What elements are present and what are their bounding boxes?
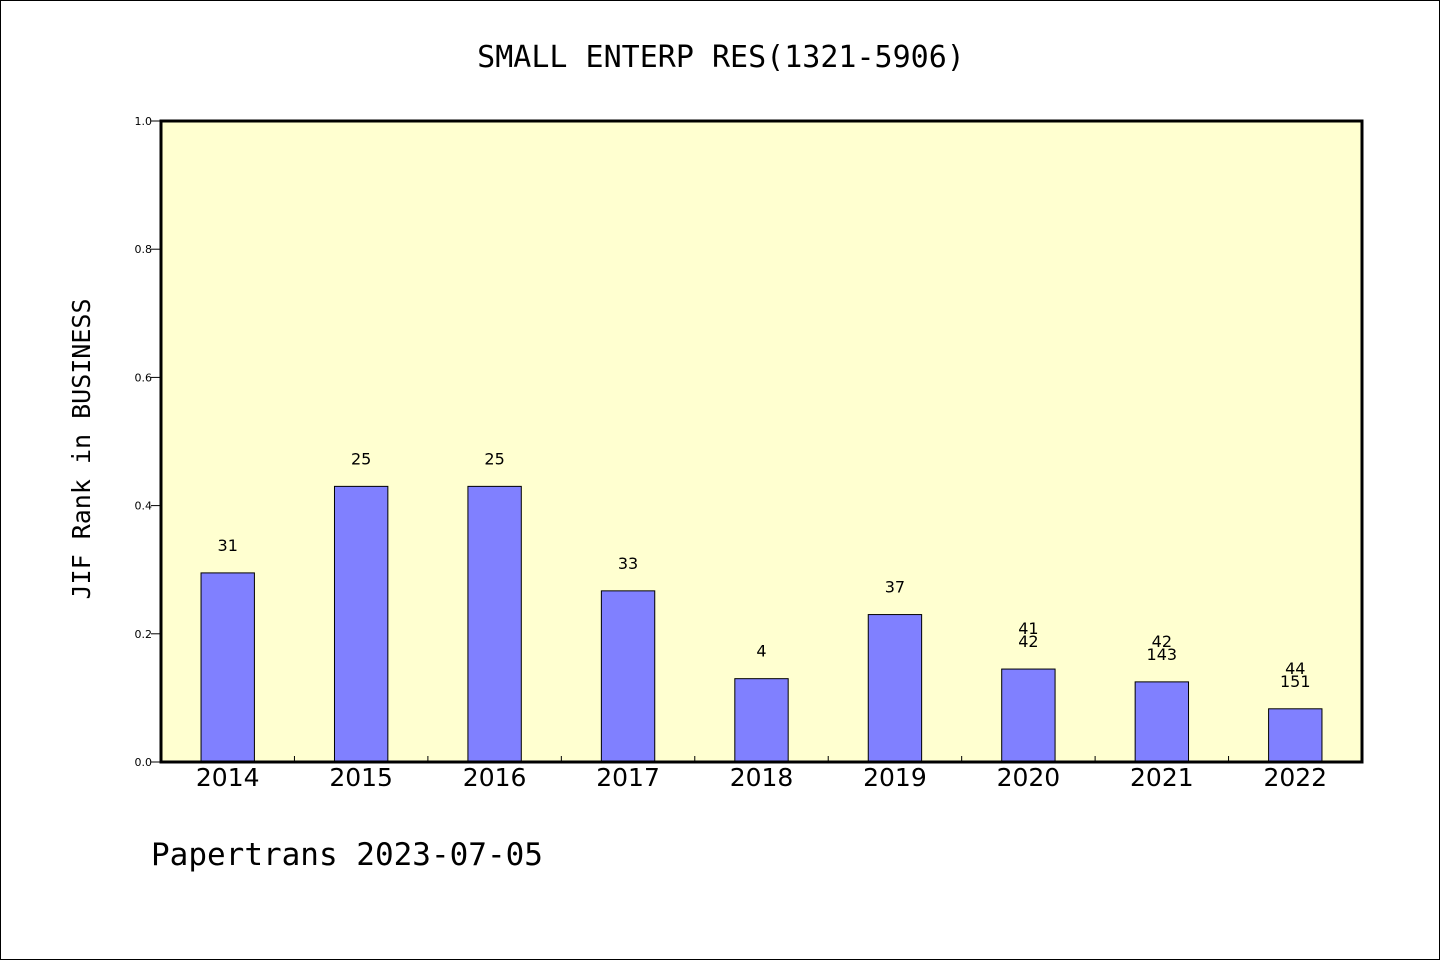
y-tick-label: 0.8 bbox=[135, 243, 153, 256]
bar-value-label: 33 bbox=[618, 554, 638, 573]
bar-value-label: 44 bbox=[1285, 659, 1305, 678]
x-tick-label: 2014 bbox=[196, 763, 260, 792]
bar-2018 bbox=[734, 678, 789, 763]
bar-2019 bbox=[867, 614, 923, 763]
y-axis: 0.0 0.2 0.4 0.6 0.8 1.0 bbox=[135, 115, 161, 769]
bar-value-label: 41 bbox=[1018, 619, 1038, 638]
bar-value-label: 25 bbox=[351, 449, 371, 468]
bar-value-label: 4 bbox=[756, 642, 766, 661]
bar-2017 bbox=[600, 590, 656, 763]
chart-title: SMALL ENTERP RES(1321-5906) bbox=[477, 40, 965, 75]
bar-value-label: 143 bbox=[1147, 645, 1178, 664]
bar-value-label: 42 bbox=[1152, 632, 1172, 651]
bar-2015 bbox=[333, 485, 389, 763]
bar-2022 bbox=[1268, 708, 1323, 763]
watermark-text: Papertrans 2023-07-05 bbox=[151, 837, 543, 873]
x-axis: 2014 2015 2016 2017 2018 2019 2020 2021 2022 bbox=[196, 756, 1327, 792]
y-tick-label: 0.0 bbox=[135, 756, 153, 769]
y-tick-label: 1.0 bbox=[135, 115, 153, 128]
bar-2020 bbox=[1001, 668, 1056, 763]
y-tick-label: 0.2 bbox=[135, 628, 153, 641]
bar-2014 bbox=[200, 572, 255, 763]
x-tick-label: 2021 bbox=[1130, 763, 1194, 792]
x-tick-label: 2020 bbox=[997, 763, 1061, 792]
x-tick-label: 2019 bbox=[863, 763, 927, 792]
x-tick-label: 2016 bbox=[463, 763, 527, 792]
y-tick-label: 0.6 bbox=[135, 371, 153, 384]
bar-value-label: 37 bbox=[885, 578, 905, 597]
bar-2016 bbox=[467, 485, 522, 763]
bar-value-label: 151 bbox=[1280, 672, 1311, 691]
x-tick-label: 2017 bbox=[596, 763, 660, 792]
plot-frame bbox=[159, 119, 1364, 764]
x-tick-label: 2022 bbox=[1263, 763, 1327, 792]
y-tick-label: 0.4 bbox=[135, 500, 153, 513]
x-tick-label: 2018 bbox=[730, 763, 794, 792]
y-axis-label: JIF Rank in BUSINESS bbox=[67, 298, 96, 599]
bar-value-label: 25 bbox=[484, 449, 504, 468]
bar-value-label: 31 bbox=[218, 536, 238, 555]
bar-2021 bbox=[1134, 681, 1190, 763]
bars bbox=[200, 485, 1323, 763]
bar-value-label: 42 bbox=[1018, 632, 1038, 651]
x-tick-label: 2015 bbox=[329, 763, 393, 792]
